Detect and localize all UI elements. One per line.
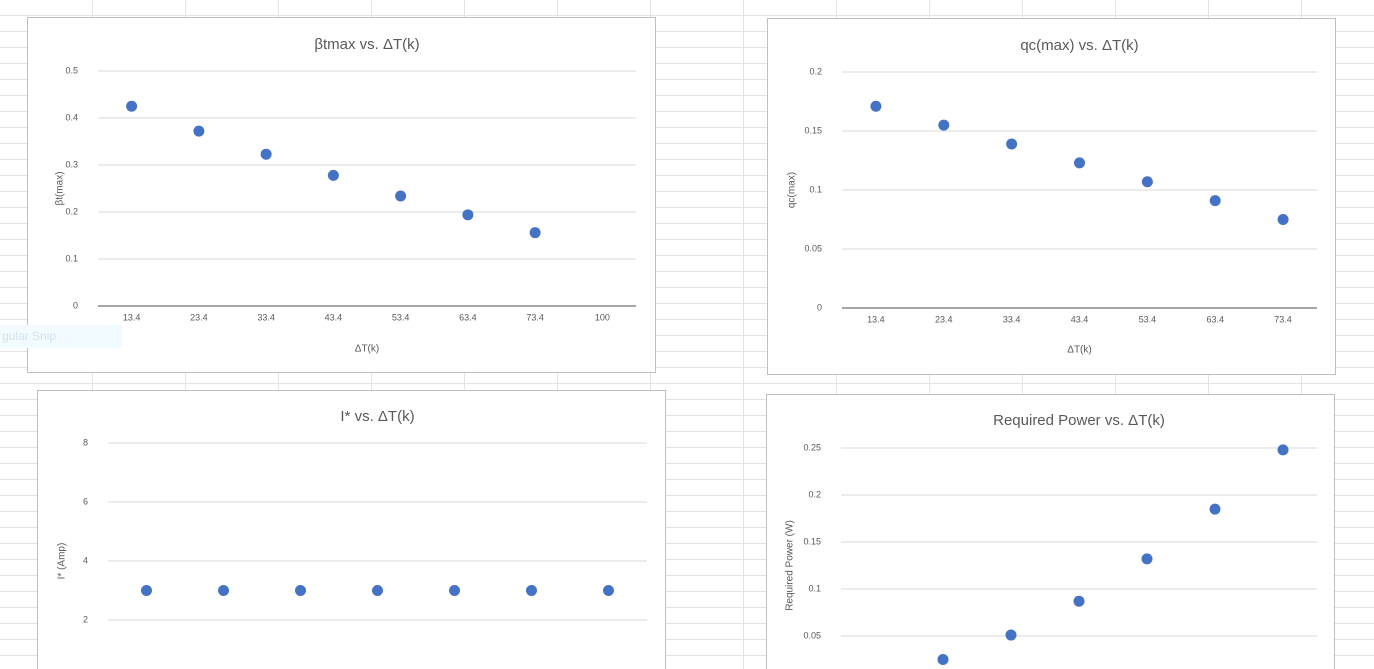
x-tick-label: 43.4 <box>1071 314 1089 324</box>
y-tick-label: 2 <box>83 614 88 624</box>
data-point <box>1277 444 1289 456</box>
x-tick-label: 53.4 <box>1139 314 1157 324</box>
data-point <box>372 585 383 596</box>
x-tick-label: 23.4 <box>935 314 953 324</box>
chart: Required Power vs. ΔT(k) 0.05 0.1 0.15 0.2 0.… <box>766 394 1335 669</box>
x-tick-label: 63.4 <box>1206 314 1224 324</box>
y-tick-label: 0 <box>73 300 78 310</box>
data-point <box>395 190 407 202</box>
data-point <box>1074 157 1085 169</box>
data-point <box>1005 629 1017 641</box>
chart-title: qc(max) vs. ΔT(k) <box>1020 37 1138 54</box>
y-tick-label: 4 <box>83 555 88 565</box>
y-tick-label: 0.5 <box>65 65 78 75</box>
chart-frame <box>766 394 1335 669</box>
chart-frame <box>27 17 656 373</box>
snip-tooltip-text: gular Snip <box>2 329 56 343</box>
y-tick-label: 0.2 <box>808 489 821 499</box>
data-point <box>937 654 949 665</box>
snip-tooltip <box>0 325 122 348</box>
x-axis-title: ΔT(k) <box>1067 345 1091 356</box>
data-point <box>327 169 339 181</box>
chart: βtmax vs. ΔT(k) 0 0.1 0.2 0.3 0.4 0.5 βt(max) ΔT… <box>27 17 656 373</box>
y-tick-label: 0.1 <box>65 253 78 263</box>
data-point <box>603 585 614 596</box>
y-axis-title: I* (Amp) <box>57 543 68 580</box>
data-point <box>1141 553 1153 565</box>
y-tick-label: 0.05 <box>804 243 822 253</box>
y-tick-label: 0.15 <box>803 536 821 546</box>
x-tick-label: 73.4 <box>1274 314 1292 324</box>
data-point <box>193 125 205 137</box>
chart-title: I* vs. ΔT(k) <box>340 408 414 425</box>
x-tick-label: 63.4 <box>459 312 477 322</box>
y-tick-label: 0.1 <box>809 184 822 194</box>
chart-frame <box>767 18 1336 375</box>
data-point <box>295 585 306 596</box>
data-point <box>462 209 474 221</box>
y-tick-label: 0.1 <box>808 583 821 593</box>
chart: I* vs. ΔT(k) 2 4 6 8 I* (Amp) <box>37 390 666 669</box>
x-tick-label: 43.4 <box>325 312 343 322</box>
x-tick-label: 23.4 <box>190 312 208 322</box>
x-tick-label: 33.4 <box>1003 314 1021 324</box>
y-tick-label: 0.3 <box>65 159 78 169</box>
data-point <box>1277 214 1289 225</box>
data-point <box>1073 595 1085 607</box>
y-tick-label: 0.05 <box>803 630 821 640</box>
data-point <box>126 100 138 112</box>
y-axis-title: qc(max) <box>787 172 798 208</box>
x-axis-title: ΔT(k) <box>355 344 379 355</box>
chart-title: βtmax vs. ΔT(k) <box>314 36 419 53</box>
y-tick-label: 8 <box>83 437 88 447</box>
x-tick-label: 100 <box>595 312 610 322</box>
data-point <box>141 585 152 596</box>
data-point <box>526 585 537 596</box>
data-point <box>218 585 229 596</box>
y-axis-title: Required Power (W) <box>785 520 796 611</box>
data-point <box>529 227 541 239</box>
x-tick-label: 33.4 <box>257 312 275 322</box>
y-tick-label: 0.25 <box>803 442 821 452</box>
y-tick-label: 0.4 <box>65 112 78 122</box>
x-tick-label: 73.4 <box>526 312 544 322</box>
chart-frame <box>37 390 666 669</box>
y-tick-label: 0.15 <box>804 125 822 135</box>
data-point <box>1209 195 1221 207</box>
y-tick-label: 0 <box>817 302 822 312</box>
x-tick-label: 13.4 <box>123 312 141 322</box>
y-tick-label: 0.2 <box>65 206 78 216</box>
data-point <box>449 585 460 596</box>
chart: qc(max) vs. ΔT(k) 0 0.05 0.1 0.15 0.2 qc(max) Δ… <box>767 18 1336 375</box>
x-tick-label: 13.4 <box>867 314 885 324</box>
data-point <box>260 148 272 160</box>
data-point <box>1006 138 1018 150</box>
data-point <box>1209 503 1221 515</box>
x-tick-label: 53.4 <box>392 312 410 322</box>
data-point <box>870 100 882 112</box>
y-axis-title: βt(max) <box>55 171 66 205</box>
data-point <box>1141 176 1153 188</box>
chart-title: Required Power vs. ΔT(k) <box>993 412 1165 429</box>
y-tick-label: 0.2 <box>809 66 822 76</box>
data-point <box>938 119 950 131</box>
y-tick-label: 6 <box>83 496 88 506</box>
